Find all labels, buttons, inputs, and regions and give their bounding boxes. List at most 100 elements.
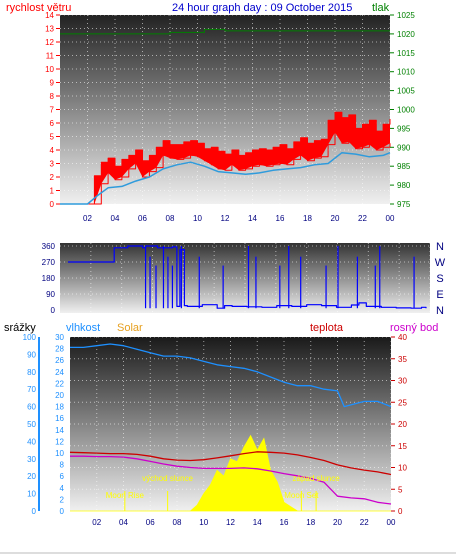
wind-speed-tick: 6 [50, 119, 55, 128]
wind-speed-tick: 1 [50, 187, 55, 196]
wind-gust-band [60, 112, 390, 204]
x-tick-label: 12 [221, 214, 230, 223]
temperature-tick: 30 [398, 377, 407, 386]
temperature-tick: 20 [398, 420, 407, 429]
rain-axis: 0 10 20 30 40 50 60 70 80 90 100 [23, 333, 40, 516]
dew-point-label: rosný bod [390, 322, 438, 334]
rain-tick: 100 [23, 333, 37, 342]
wind-speed-tick: 7 [50, 106, 55, 115]
temperature-tick: 35 [398, 355, 407, 364]
temperature-axis: 0 5 10 15 20 25 30 35 40 [391, 333, 407, 516]
temperature-tick: 5 [398, 485, 403, 494]
wind-speed-tick: 5 [50, 133, 55, 142]
wind-panel-series [60, 28, 391, 205]
wind-speed-tick: 14 [45, 11, 54, 20]
event-label: Moon Set [284, 491, 319, 500]
wind-speed-tick: 9 [50, 79, 55, 88]
compass-label: N [436, 305, 444, 317]
wind-speed-tick: 3 [50, 160, 55, 169]
humidity-tick: 4 [60, 484, 65, 493]
weather-panel-annotations: Moon Rise východ slunce západ slunce Moon S… [106, 474, 341, 511]
x-tick-label: 14 [248, 214, 257, 223]
x-tick-label: 00 [387, 518, 396, 527]
wind-speed-tick: 13 [45, 25, 54, 34]
pressure-tick: 1020 [397, 30, 415, 39]
wind-speed-tick: 10 [45, 65, 54, 74]
wind-speed-line [60, 131, 391, 205]
direction-degree-axis: 0 90 180 270 360 [42, 242, 56, 315]
rain-label: srážky [4, 322, 36, 334]
rain-tick: 90 [27, 350, 36, 359]
pressure-tick: 1005 [397, 87, 415, 96]
humidity-tick: 2 [60, 495, 65, 504]
compass-label: E [436, 289, 443, 301]
wind-gust-line [60, 111, 391, 205]
pressure-axis: 975 980 985 990 995 1000 1005 1010 1015 1020 1025 [390, 11, 415, 209]
rain-tick: 0 [32, 507, 37, 516]
solar-area [70, 434, 391, 512]
direction-tick: 0 [51, 306, 56, 315]
wind-speed-label: rychlost větru [6, 2, 71, 14]
wind-panel-x-axis: 02 04 06 08 10 12 14 16 18 20 22 00 [83, 214, 395, 223]
temperature-tick: 40 [398, 333, 407, 342]
event-label: západ slunce [293, 474, 341, 483]
x-tick-label: 04 [119, 518, 128, 527]
x-tick-label: 10 [199, 518, 208, 527]
humidity-tick: 24 [55, 368, 64, 377]
humidity-tick: 16 [55, 414, 64, 423]
direction-tick: 90 [46, 290, 55, 299]
wind-speed-tick: 2 [50, 173, 55, 182]
x-tick-label: 18 [306, 518, 315, 527]
x-tick-label: 14 [253, 518, 262, 527]
temperature-tick: 15 [398, 442, 407, 451]
pressure-tick: 975 [397, 200, 411, 209]
x-tick-label: 16 [280, 518, 289, 527]
humidity-tick: 0 [60, 507, 65, 516]
x-tick-label: 20 [333, 518, 342, 527]
x-tick-label: 08 [173, 518, 182, 527]
pressure-tick: 1025 [397, 11, 415, 20]
compass-label: S [436, 273, 443, 285]
direction-tick: 270 [42, 258, 56, 267]
pressure-line [60, 28, 390, 35]
x-tick-label: 10 [193, 214, 202, 223]
dew-point-line [70, 455, 392, 505]
x-tick-label: 06 [146, 518, 155, 527]
rain-tick: 40 [27, 437, 36, 446]
rain-tick: 70 [27, 385, 36, 394]
pressure-label: tlak [372, 2, 390, 14]
weather-panel-series [69, 343, 392, 512]
x-tick-label: 02 [83, 214, 92, 223]
wind-speed-tick: 8 [50, 92, 55, 101]
rain-tick: 30 [27, 455, 36, 464]
x-tick-label: 06 [138, 214, 147, 223]
wind-speed-tick: 4 [50, 146, 55, 155]
pressure-tick: 980 [397, 181, 411, 190]
event-label: Moon Rise [106, 491, 145, 500]
rain-tick: 20 [27, 472, 36, 481]
solar-label: Solar [117, 322, 143, 334]
temperature-line [69, 451, 392, 476]
humidity-label: vlhkost [66, 322, 100, 334]
wind-speed-tick: 12 [45, 38, 54, 47]
humidity-tick: 14 [55, 426, 64, 435]
x-tick-label: 02 [92, 518, 101, 527]
compass-label: N [436, 241, 444, 253]
pressure-tick: 1000 [397, 106, 415, 115]
weather-panel-x-axis: 02 04 06 08 10 12 14 16 18 20 22 00 [92, 518, 396, 527]
rain-tick: 50 [27, 420, 36, 429]
x-tick-label: 08 [166, 214, 175, 223]
humidity-line [70, 343, 392, 408]
humidity-tick: 18 [55, 403, 64, 412]
rain-tick: 80 [27, 368, 36, 377]
humidity-tick: 8 [60, 461, 65, 470]
rain-tick: 60 [27, 403, 36, 412]
event-label: východ slunce [142, 474, 193, 483]
humidity-tick: 28 [55, 345, 64, 354]
x-tick-label: 18 [303, 214, 312, 223]
x-tick-label: 22 [358, 214, 367, 223]
humidity-tick: 22 [55, 379, 64, 388]
